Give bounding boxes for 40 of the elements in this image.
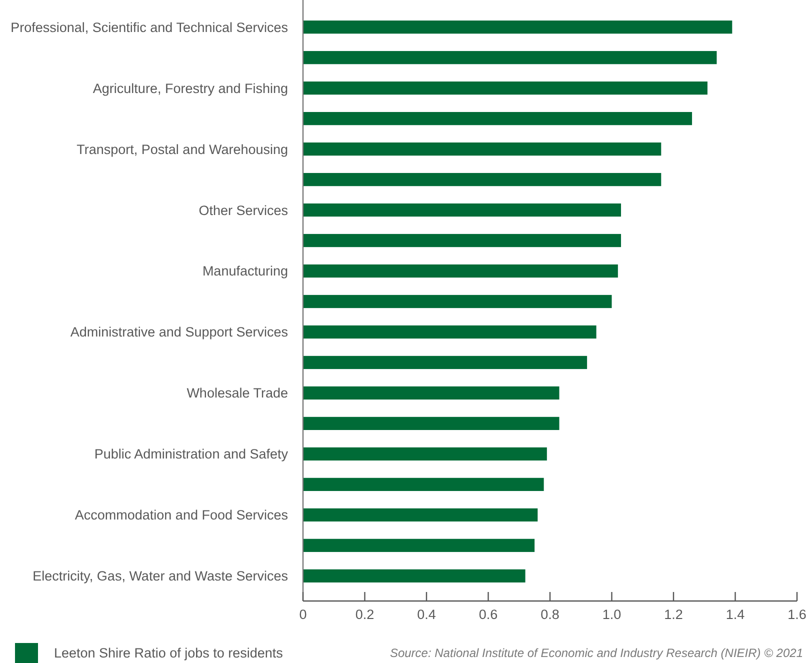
bar	[303, 416, 560, 430]
bar	[303, 234, 622, 248]
bar	[303, 142, 662, 156]
bar	[303, 356, 588, 370]
x-tick-label: 1.6	[788, 607, 806, 622]
bar	[303, 294, 612, 308]
y-tick-label: Public Administration and Safety	[94, 446, 288, 462]
bar	[303, 51, 717, 64]
y-tick-label: Agriculture, Forestry and Fishing	[92, 80, 288, 96]
bar	[303, 172, 662, 186]
y-tick-label: Transport, Postal and Warehousing	[76, 142, 288, 157]
bar	[303, 538, 535, 552]
x-tick-label: 0.2	[355, 607, 374, 622]
bar	[303, 325, 596, 339]
bar	[303, 447, 547, 461]
bar	[303, 569, 526, 582]
x-tick-label: 1.4	[726, 607, 746, 622]
y-tick-label: Administrative and Support Services	[70, 324, 288, 340]
bar	[303, 82, 708, 95]
x-tick-label: 0.8	[540, 607, 560, 622]
y-tick-label: Manufacturing	[202, 264, 288, 279]
y-tick-label: Professional, Scientific and Technical Services	[10, 20, 288, 35]
bar	[303, 203, 622, 217]
y-tick-label: Other Services	[198, 202, 288, 218]
x-tick-label: 0.4	[417, 607, 436, 622]
x-tick-label: 0.6	[478, 607, 498, 622]
bar	[303, 508, 538, 522]
legend-label: Leeton Shire Ratio of jobs to residents	[54, 646, 284, 661]
y-tick-label: Electricity, Gas, Water and Waste Services	[32, 568, 288, 584]
x-tick-label: 0	[299, 607, 307, 622]
x-tick-label: 1.2	[664, 607, 683, 622]
y-tick-label: Wholesale Trade	[186, 386, 288, 401]
y-tick-label: Accommodation and Food Services	[74, 508, 288, 523]
x-tick-label: 1.0	[602, 607, 622, 622]
bar	[303, 112, 692, 126]
bar	[303, 264, 618, 278]
bar	[303, 478, 544, 491]
source-note: Source: National Institute of Economic and Industry Research (NIEIR) © 2021	[390, 646, 803, 660]
bar	[303, 386, 560, 400]
bar	[303, 20, 732, 34]
